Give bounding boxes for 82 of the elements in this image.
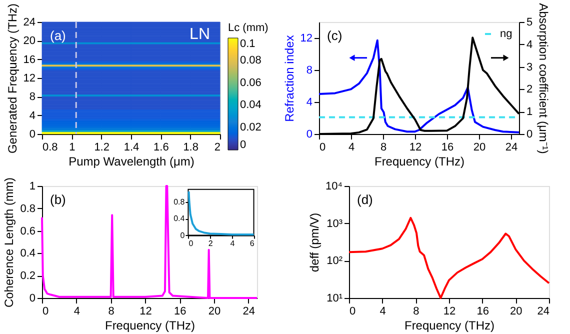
x-tick-label: 1.6 — [154, 142, 169, 154]
x-tick-label: 12 — [443, 306, 456, 318]
color-bar-label: 0.02 — [240, 122, 262, 134]
x-tick-label: 2 — [208, 238, 214, 248]
y-tick-label: 24 — [23, 16, 36, 28]
x-tick-label: 0 — [188, 238, 194, 248]
x-tick-label: 8 — [413, 306, 420, 318]
annotation: (c) — [327, 28, 342, 43]
y2-tick-label: 3 — [526, 61, 533, 74]
x-tick-label: 8 — [380, 142, 387, 154]
y2-tick-label: 0 — [526, 128, 533, 140]
y2-tick-label: 4 — [526, 38, 533, 51]
annotation: (a) — [50, 28, 66, 43]
x-tick-label: 12 — [140, 306, 152, 318]
y-tick-label: 10³ — [326, 218, 343, 230]
y-axis-title: deff (pm/V) — [308, 212, 322, 272]
y-tick-label: 0 — [180, 230, 186, 240]
x-tick-label: 20 — [510, 306, 522, 318]
y-tick-label: 1 — [29, 180, 36, 192]
y-axis-title: Generated Frequency (THz) — [5, 3, 20, 154]
y-tick-label: 0.4 — [174, 214, 186, 224]
color-bar-label: 0.06 — [240, 76, 262, 89]
y2-tick-label: 5 — [526, 16, 533, 28]
y-tick-label: 12 — [300, 32, 312, 44]
x-tick-label: 0 — [350, 306, 356, 318]
y2-tick-label: 1 — [526, 106, 533, 118]
y-tick-label: 4 — [306, 96, 312, 108]
y-tick-label: 12 — [23, 72, 36, 84]
y2-axis-title: Absorption coefficient (μm⁻¹) — [536, 3, 551, 154]
x-axis-title: Frequency (THz) — [404, 318, 495, 332]
x-tick-label: 6 — [250, 238, 255, 248]
annotation: (d) — [357, 192, 373, 207]
x-tick-label: 2 — [214, 142, 220, 154]
legend-label: ng — [500, 28, 512, 40]
y-tick-label: 0 — [306, 128, 312, 140]
x-tick-label: 16 — [441, 142, 454, 154]
x-tick-label: 4 — [74, 306, 80, 318]
x-tick-label: 8 — [108, 306, 114, 318]
x-tick-label: 16 — [476, 306, 489, 318]
y-tick-label: 0.4 — [20, 248, 36, 260]
y-tick-label: 4 — [29, 110, 36, 122]
x-tick-label: 1 — [69, 142, 76, 154]
x-axis-title: Frequency (THz) — [104, 318, 196, 332]
x-tick-label: 20 — [208, 306, 221, 318]
x-tick-label: 1.2 — [94, 142, 110, 154]
x-tick-label: 0 — [42, 306, 49, 318]
x-axis-title: Pump Wavelength (μm) — [68, 154, 194, 168]
y-tick-label: 0.8 — [20, 202, 36, 215]
y-axis-title: Coherence Length (mm) — [2, 177, 16, 308]
y-tick-label: 0.6 — [20, 225, 36, 238]
y2-tick-label: 2 — [526, 84, 533, 96]
y-tick-label: 0.8 — [174, 197, 186, 206]
y-tick-label: 10¹ — [326, 292, 343, 304]
x-tick-label: 20 — [473, 142, 486, 154]
line-series — [188, 190, 255, 236]
annotation: LN — [190, 26, 210, 43]
x-axis-title: Frequency (THz) — [374, 154, 465, 168]
annotation: (b) — [50, 192, 66, 207]
x-tick-label: 0.8 — [42, 142, 58, 154]
y-tick-label: 8 — [306, 64, 312, 76]
y-tick-label: 20 — [23, 35, 36, 48]
y-tick-label: 0 — [29, 292, 36, 304]
x-tick-label: 24 — [505, 142, 518, 154]
x-tick-label: 24 — [537, 306, 550, 318]
x-tick-label: 4 — [380, 306, 386, 318]
x-tick-label: 12 — [409, 142, 422, 154]
y-tick-label: 0 — [29, 128, 36, 140]
color-bar-label: 0.08 — [240, 54, 262, 66]
x-tick-label: 1.8 — [183, 142, 198, 154]
color-bar-label: 0.1 — [240, 38, 256, 50]
y-axis-title: Refraction index — [282, 35, 296, 122]
x-tick-label: 1.4 — [124, 142, 140, 154]
y-tick-label: 0.2 — [20, 270, 36, 282]
x-tick-label: 4 — [348, 142, 355, 154]
x-tick-label: 4 — [230, 238, 236, 248]
y-tick-label: 16 — [23, 54, 36, 66]
x-tick-label: 24 — [242, 306, 256, 318]
y-tick-label: 8 — [29, 91, 36, 104]
y-tick-label: 10² — [326, 255, 343, 268]
color-bar-label: 0.04 — [240, 99, 262, 112]
color-bar-title: Lc (mm) — [228, 22, 268, 34]
y-tick-label: 10⁴ — [326, 180, 343, 192]
